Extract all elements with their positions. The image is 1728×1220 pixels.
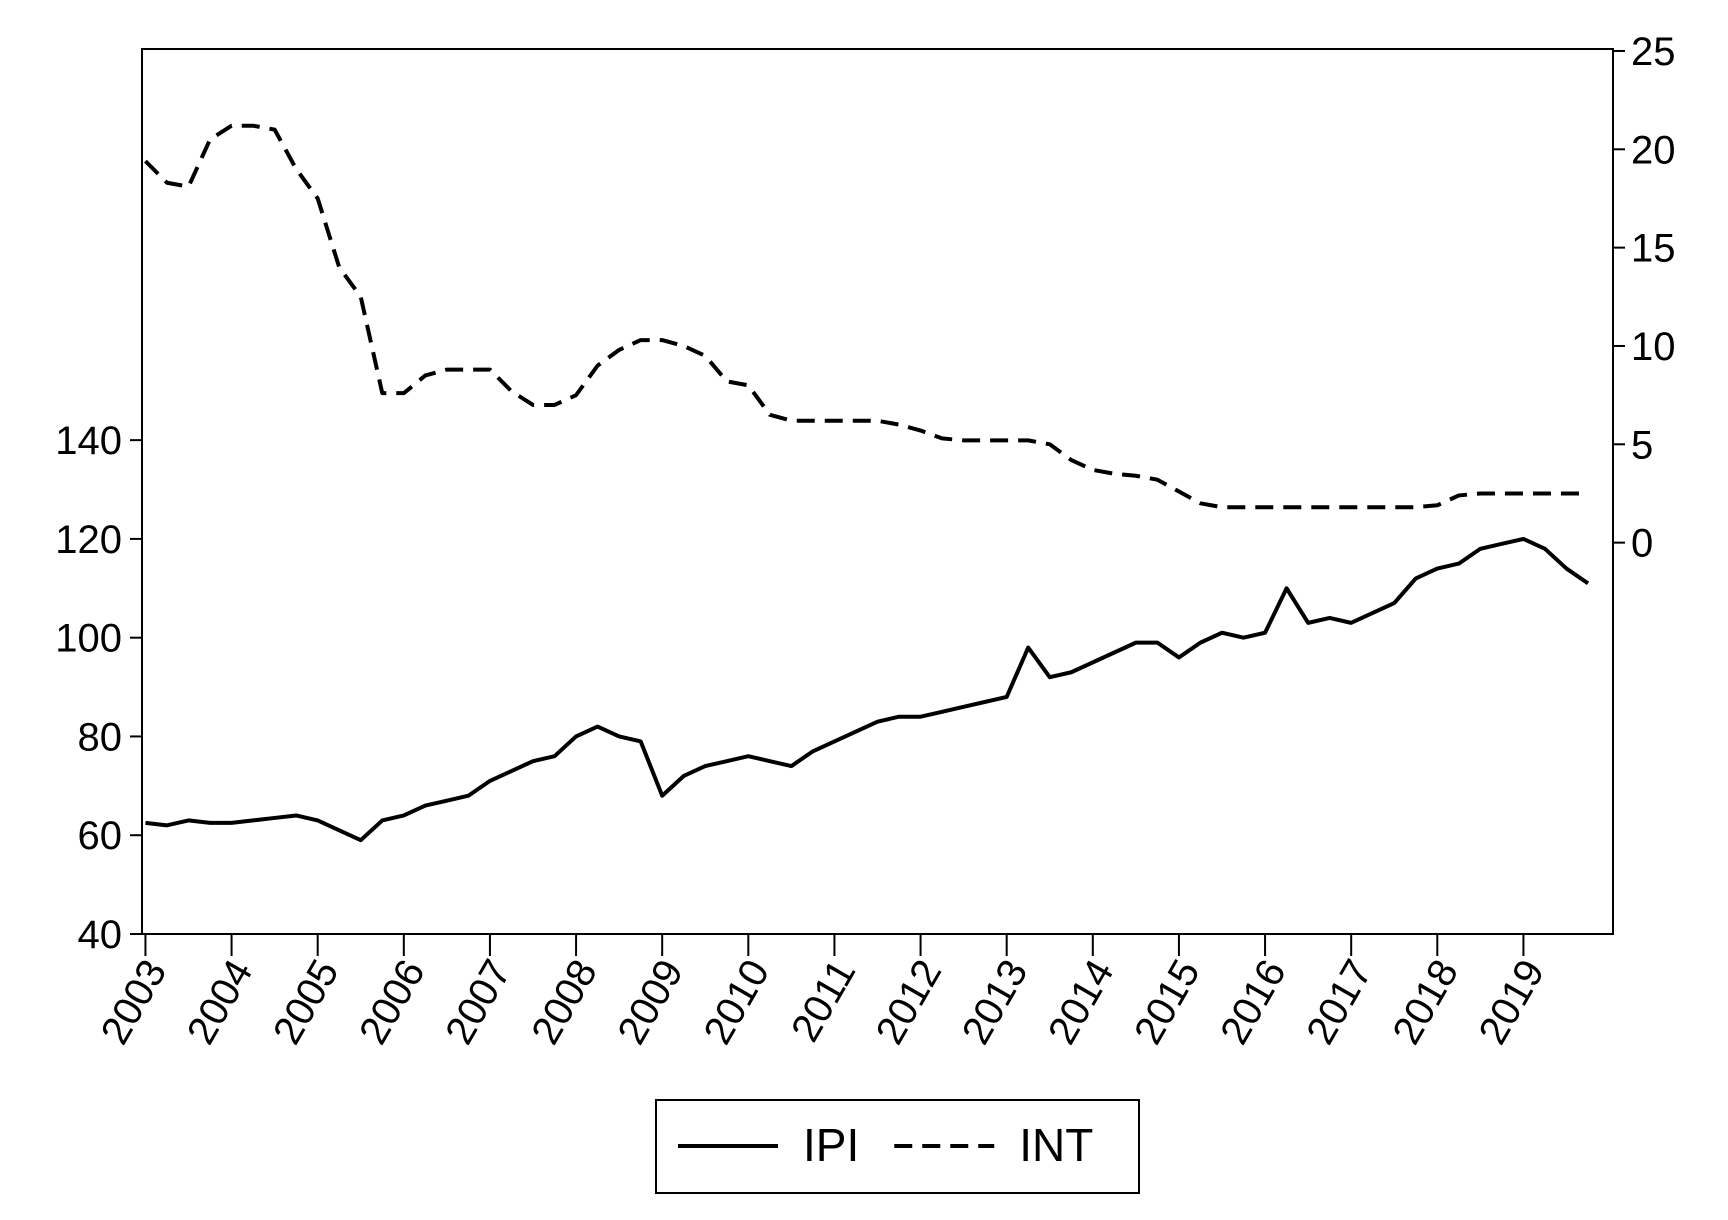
- x-tick-label: 2007: [437, 953, 520, 1052]
- x-tick-label: 2016: [1212, 953, 1295, 1052]
- y-tick-label: 40: [78, 913, 123, 957]
- y2-tick-label: 5: [1631, 423, 1653, 467]
- x-tick-label: 2006: [351, 953, 434, 1052]
- y2-tick-label: 10: [1631, 325, 1676, 369]
- legend-label: IPI: [803, 1119, 859, 1171]
- x-tick-label: 2010: [696, 953, 779, 1052]
- x-tick-label: 2008: [523, 953, 606, 1052]
- x-tick-label: 2015: [1126, 953, 1209, 1052]
- series-line: [144, 123, 1589, 510]
- plot-frame: [141, 48, 1614, 935]
- x-tick-label: 2004: [179, 953, 262, 1052]
- x-tick-label: 2005: [265, 953, 348, 1052]
- x-tick-label: 2013: [954, 953, 1037, 1052]
- y-tick-label: 120: [55, 518, 122, 562]
- x-tick-label: 2012: [868, 952, 951, 1051]
- x-tick-label: 2011: [783, 953, 864, 1049]
- y2-tick-label: 20: [1631, 128, 1676, 172]
- y2-tick-label: 15: [1631, 227, 1676, 271]
- x-tick-label: 2018: [1385, 953, 1468, 1052]
- y-tick-label: 80: [78, 715, 123, 759]
- x-tick-label: 2017: [1298, 953, 1381, 1052]
- series-line: [145, 536, 1590, 843]
- y-tick-label: 60: [78, 814, 123, 858]
- y2-tick-label: 25: [1631, 30, 1676, 74]
- legend-label: INT: [1019, 1119, 1093, 1171]
- x-tick-label: 2019: [1471, 953, 1554, 1052]
- x-tick-label: 2009: [609, 953, 692, 1052]
- y-tick-label: 140: [55, 419, 122, 463]
- y-tick-label: 100: [55, 617, 122, 661]
- y2-tick-label: 0: [1631, 522, 1653, 566]
- x-tick-label: 2014: [1040, 953, 1123, 1052]
- x-tick-label: 2003: [93, 953, 176, 1052]
